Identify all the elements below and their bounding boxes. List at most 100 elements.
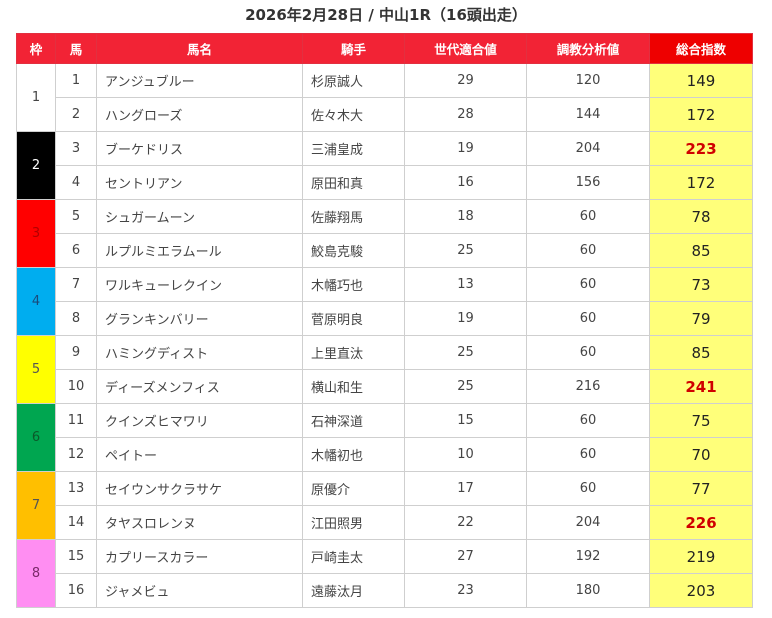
waku-cell: 8: [16, 539, 56, 608]
total-index-cell: 219: [649, 539, 753, 574]
total-index-cell: 241: [649, 369, 753, 404]
generation-score-cell: 29: [404, 63, 527, 98]
jockey-cell: 木幡初也: [302, 437, 405, 472]
table-row: 6 ルプルミエラムール 鮫島克駿 25 60 85: [17, 233, 753, 268]
header-waku: 枠: [16, 33, 56, 64]
total-index-cell: 172: [649, 165, 753, 200]
horse-number-cell: 4: [55, 165, 97, 200]
waku-cell: 4: [16, 267, 56, 336]
horse-name-cell: ブーケドリス: [96, 131, 303, 166]
header-jockey: 騎手: [302, 33, 405, 64]
training-score-cell: 120: [526, 63, 650, 98]
horse-number-cell: 3: [55, 131, 97, 166]
jockey-cell: 原優介: [302, 471, 405, 506]
total-index-cell: 70: [649, 437, 753, 472]
table-row: 4 セントリアン 原田和真 16 156 172: [17, 165, 753, 200]
training-score-cell: 204: [526, 131, 650, 166]
table-row: 8 グランキンバリー 菅原明良 19 60 79: [17, 301, 753, 336]
waku-cell: 7: [16, 471, 56, 540]
horse-number-cell: 5: [55, 199, 97, 234]
table-row: 4 7 ワルキューレクイン 木幡巧也 13 60 73: [16, 267, 753, 336]
generation-score-cell: 25: [404, 335, 527, 370]
horse-name-cell: ワルキューレクイン: [96, 267, 303, 302]
header-generation: 世代適合値: [404, 33, 527, 64]
waku-cell: 3: [16, 199, 56, 268]
jockey-cell: 戸崎圭太: [302, 539, 405, 574]
horse-name-cell: ルプルミエラムール: [96, 233, 303, 268]
table-row: 2 ハングローズ 佐々木大 28 144 172: [17, 97, 753, 132]
total-index-cell: 226: [649, 505, 753, 540]
total-index-cell: 149: [649, 63, 753, 98]
total-index-cell: 73: [649, 267, 753, 302]
table-row: 1 1 アンジュブルー 杉原誠人 29 120 149: [16, 63, 753, 132]
generation-score-cell: 19: [404, 301, 527, 336]
jockey-cell: 木幡巧也: [302, 267, 405, 302]
generation-score-cell: 23: [404, 573, 527, 608]
table-row: 7 13 セイウンサクラサケ 原優介 17 60 77: [16, 471, 753, 540]
total-index-cell: 85: [649, 233, 753, 268]
total-index-cell: 78: [649, 199, 753, 234]
horse-name-cell: クインズヒマワリ: [96, 403, 303, 438]
table-row: 3 5 シュガームーン 佐藤翔馬 18 60 78: [16, 199, 753, 268]
horse-name-cell: ハミングディスト: [96, 335, 303, 370]
generation-score-cell: 15: [404, 403, 527, 438]
page-title: 2026年2月28日 / 中山1R（16頭出走）: [245, 6, 527, 24]
training-score-cell: 60: [526, 301, 650, 336]
training-score-cell: 60: [526, 335, 650, 370]
generation-score-cell: 16: [404, 165, 527, 200]
training-score-cell: 156: [526, 165, 650, 200]
training-score-cell: 60: [526, 437, 650, 472]
jockey-cell: 遠藤汰月: [302, 573, 405, 608]
horse-number-cell: 8: [55, 301, 97, 336]
training-score-cell: 60: [526, 199, 650, 234]
training-score-cell: 60: [526, 403, 650, 438]
jockey-cell: 菅原明良: [302, 301, 405, 336]
horse-number-cell: 9: [55, 335, 97, 370]
jockey-cell: 江田照男: [302, 505, 405, 540]
horse-number-cell: 15: [55, 539, 97, 574]
header-horse-name: 馬名: [96, 33, 303, 64]
jockey-cell: 石神深道: [302, 403, 405, 438]
training-score-cell: 180: [526, 573, 650, 608]
total-index-cell: 77: [649, 471, 753, 506]
generation-score-cell: 18: [404, 199, 527, 234]
table-row: 10 ディーズメンフィス 横山和生 25 216 241: [17, 369, 753, 404]
training-score-cell: 60: [526, 471, 650, 506]
header-total-index: 総合指数: [649, 33, 753, 64]
generation-score-cell: 17: [404, 471, 527, 506]
horse-name-cell: シュガームーン: [96, 199, 303, 234]
total-index-cell: 75: [649, 403, 753, 438]
horse-name-cell: アンジュブルー: [96, 63, 303, 98]
header-uma: 馬: [55, 33, 97, 64]
generation-score-cell: 25: [404, 233, 527, 268]
generation-score-cell: 10: [404, 437, 527, 472]
horse-number-cell: 13: [55, 471, 97, 506]
total-index-cell: 203: [649, 573, 753, 608]
horse-number-cell: 11: [55, 403, 97, 438]
jockey-cell: 三浦皇成: [302, 131, 405, 166]
horse-name-cell: カプリースカラー: [96, 539, 303, 574]
horse-name-cell: セントリアン: [96, 165, 303, 200]
waku-cell: 2: [16, 131, 56, 200]
total-index-cell: 223: [649, 131, 753, 166]
header-training: 調教分析値: [526, 33, 650, 64]
horse-number-cell: 2: [55, 97, 97, 132]
generation-score-cell: 28: [404, 97, 527, 132]
horse-name-cell: ペイトー: [96, 437, 303, 472]
jockey-cell: 杉原誠人: [302, 63, 405, 98]
jockey-cell: 鮫島克駿: [302, 233, 405, 268]
waku-cell: 5: [16, 335, 56, 404]
total-index-cell: 79: [649, 301, 753, 336]
horse-name-cell: タヤスロレンヌ: [96, 505, 303, 540]
race-index-table: 枠 馬 馬名 騎手 世代適合値 調教分析値 総合指数 1 1 アンジュブルー 杉原誠人…: [16, 33, 753, 608]
total-index-cell: 172: [649, 97, 753, 132]
training-score-cell: 60: [526, 267, 650, 302]
generation-score-cell: 13: [404, 267, 527, 302]
table-row: 14 タヤスロレンヌ 江田照男 22 204 226: [17, 505, 753, 540]
jockey-cell: 原田和真: [302, 165, 405, 200]
generation-score-cell: 19: [404, 131, 527, 166]
training-score-cell: 216: [526, 369, 650, 404]
table-row: 8 15 カプリースカラー 戸崎圭太 27 192 219: [16, 539, 753, 608]
total-index-cell: 85: [649, 335, 753, 370]
training-score-cell: 204: [526, 505, 650, 540]
